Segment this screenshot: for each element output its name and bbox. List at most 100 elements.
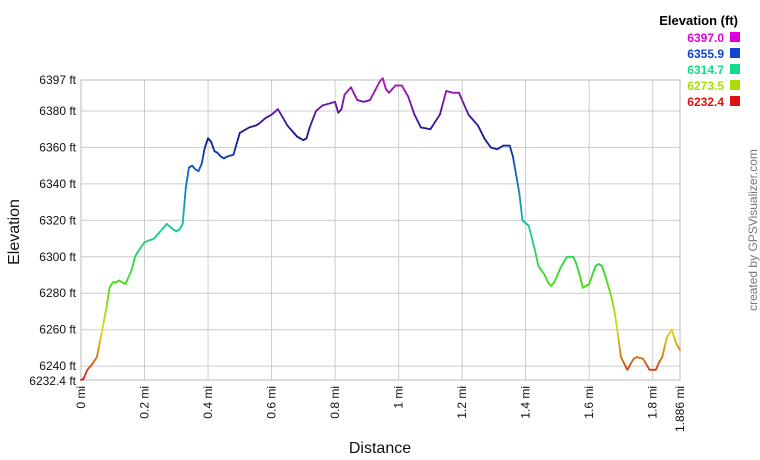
profile-point	[515, 174, 517, 176]
profile-point	[445, 90, 447, 92]
profile-segment	[608, 290, 613, 298]
profile-point	[388, 92, 390, 94]
legend-entry-label: 6314.7	[687, 63, 724, 77]
legend-swatch	[730, 32, 740, 42]
profile-segment	[604, 274, 608, 282]
legend-entry-label: 6273.5	[687, 79, 724, 93]
profile-point	[626, 369, 628, 371]
profile-point	[334, 101, 336, 103]
profile-point	[144, 241, 145, 243]
profile-point	[264, 117, 266, 119]
profile-segment	[232, 148, 236, 156]
profile-segment	[182, 204, 186, 216]
x-tick-label: 0.6 mi	[265, 386, 279, 419]
profile-point	[429, 128, 431, 130]
profile-point	[179, 229, 180, 230]
profile-point	[611, 296, 612, 298]
profile-point	[620, 356, 622, 358]
y-tick-label: 6360 ft	[39, 140, 76, 154]
profile-point	[642, 358, 644, 360]
profile-point	[191, 165, 193, 167]
profile-point	[509, 145, 511, 147]
profile-point	[395, 85, 396, 86]
x-axis-tick-labels: 0 mi 0.2 mi 0.4 mi 0.6 mi 0.8 mi 1 mi 1.2 mi 1.…	[74, 386, 687, 432]
profile-point	[649, 369, 650, 371]
profile-segment	[520, 212, 524, 222]
profile-point	[661, 356, 663, 358]
profile-point	[477, 125, 479, 126]
profile-point	[255, 125, 257, 126]
profile-point	[579, 274, 581, 276]
y-tick-label: 6320 ft	[39, 213, 76, 227]
profile-point	[188, 167, 190, 168]
profile-point	[369, 99, 371, 101]
profile-point	[315, 110, 317, 112]
profile-point	[277, 108, 279, 110]
profile-point	[112, 281, 114, 283]
profile-point	[679, 349, 681, 351]
y-tick-label: 6280 ft	[39, 286, 76, 300]
legend-entry-label: 6355.9	[687, 47, 724, 61]
profile-point	[560, 267, 561, 269]
profile-point	[226, 156, 228, 157]
x-tick-label: 0.4 mi	[201, 386, 215, 419]
profile-segment	[443, 90, 448, 98]
profile-point	[636, 356, 638, 358]
profile-point	[582, 287, 584, 289]
profile-segment	[616, 326, 619, 335]
profile-point	[153, 238, 155, 239]
profile-point	[382, 77, 384, 79]
profile-point	[223, 157, 225, 159]
profile-point	[341, 108, 342, 110]
profile-segment	[234, 142, 238, 151]
legend-swatch	[730, 48, 740, 58]
profile-point	[86, 369, 88, 371]
y-tick-label: 6397 ft	[39, 73, 76, 87]
profile-point	[496, 148, 498, 150]
legend: Elevation (ft) 6397.0 6355.9 6314.7 6273.5 6…	[659, 13, 740, 109]
y-tick-label: 6232.4 ft	[29, 374, 76, 388]
profile-point	[617, 332, 619, 334]
legend-entry-label: 6397.0	[687, 31, 724, 45]
profile-point	[655, 369, 657, 371]
profile-segment	[615, 321, 618, 329]
legend-swatch	[730, 64, 740, 74]
profile-point	[233, 154, 234, 156]
profile-point	[528, 225, 530, 227]
profile-point	[115, 281, 117, 283]
y-tick-label: 6300 ft	[39, 250, 76, 264]
profile-point	[490, 147, 492, 148]
profile-point	[96, 356, 98, 358]
profile-point	[213, 150, 215, 152]
profile-point	[633, 358, 635, 360]
profile-point	[201, 163, 203, 165]
x-tick-label: 1.6 mi	[582, 386, 596, 419]
profile-segment	[95, 350, 99, 358]
profile-segment	[613, 310, 617, 318]
profile-point	[503, 145, 504, 147]
chart-gridlines	[80, 79, 681, 381]
profile-point	[553, 281, 555, 283]
profile-point	[483, 137, 485, 139]
x-tick-label: 0 mi	[74, 386, 88, 409]
profile-point	[531, 238, 533, 239]
profile-point	[337, 112, 339, 114]
profile-point	[131, 269, 133, 270]
legend-title: Elevation (ft)	[659, 13, 738, 28]
profile-segment	[181, 213, 185, 225]
profile-point	[595, 265, 596, 267]
profile-point	[356, 99, 358, 101]
profile-point	[109, 287, 110, 289]
x-tick-label: 0.8 mi	[328, 386, 342, 419]
profile-segment	[605, 279, 610, 287]
profile-point	[604, 274, 606, 276]
profile-point	[134, 256, 136, 258]
profile-point	[287, 125, 288, 126]
profile-point	[468, 114, 469, 116]
x-tick-label: 0.2 mi	[138, 386, 152, 419]
profile-point	[350, 86, 352, 88]
profile-point	[172, 229, 174, 230]
profile-point	[420, 126, 422, 128]
x-axis-title: Distance	[349, 440, 411, 457]
